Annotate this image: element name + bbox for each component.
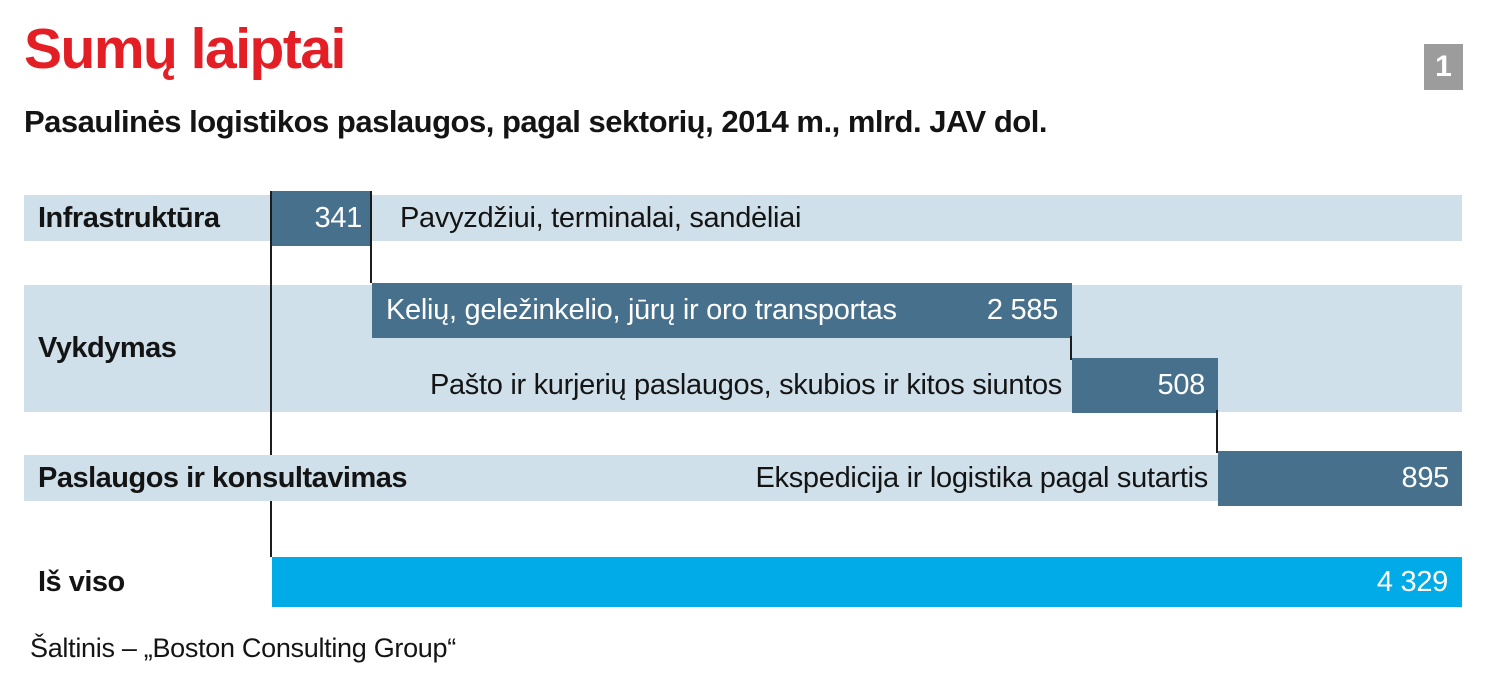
source-credit: Šaltinis – „Boston Consulting Group“: [30, 633, 456, 663]
segment-label-pasto: Pašto ir kurjerių paslaugos, skubios ir …: [429, 369, 1062, 401]
bar-pasto-508: 508: [1072, 358, 1218, 413]
row-label-paslaugos: Paslaugos ir konsultavimas: [38, 462, 407, 494]
row-label-vykdymas: Vykdymas: [38, 332, 177, 364]
connector-line-341-to-2585: [370, 191, 372, 283]
page-subtitle: Pasaulinės logistikos paslaugos, pagal s…: [24, 104, 1047, 139]
connector-line-2585-to-508: [1070, 336, 1072, 360]
segment-label-ekspedicija: Ekspedicija ir logistika pagal sutartis: [755, 462, 1208, 494]
segment-label-infrastruktura: Pavyzdžiui, terminalai, sandėliai: [400, 202, 802, 234]
segment-label-transportas: Kelių, geležinkelio, jūrų ir oro transpo…: [386, 294, 897, 326]
figure-number-badge: 1: [1424, 44, 1463, 90]
segment-value-transportas: 2 585: [986, 294, 1058, 326]
connector-line-left: [270, 191, 272, 557]
connector-line-508-to-895: [1216, 410, 1218, 453]
bar-transportas-2585: Kelių, geležinkelio, jūrų ir oro transpo…: [372, 283, 1072, 338]
bar-total-4329: 4 329: [272, 557, 1462, 607]
row-label-infrastruktura: Infrastruktūra: [38, 202, 220, 234]
row-band-infrastruktura: [24, 195, 1462, 241]
bar-infrastruktura-341: 341: [272, 191, 372, 246]
page-title: Sumų laiptai: [24, 17, 346, 81]
bar-ekspedicija-895: 895: [1218, 451, 1462, 506]
row-label-is-viso: Iš viso: [38, 566, 125, 598]
